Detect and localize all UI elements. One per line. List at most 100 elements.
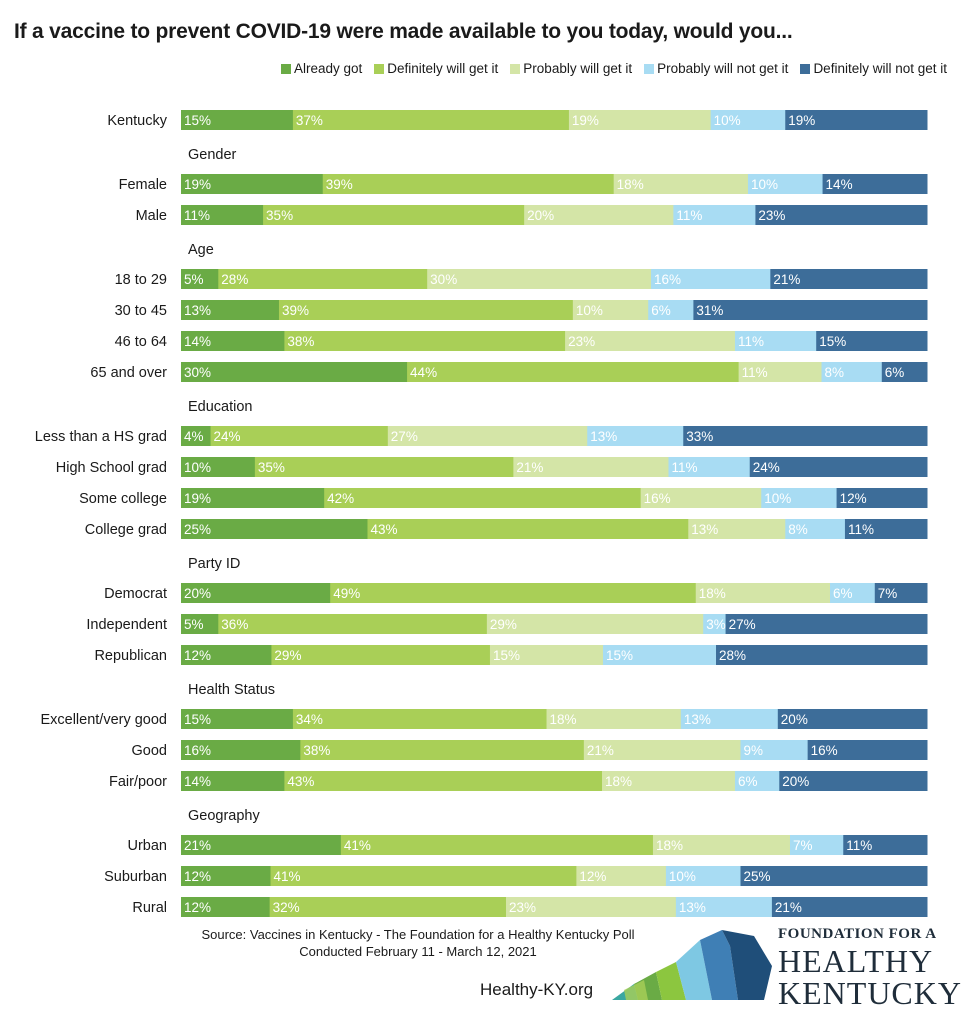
- bar-46-to-64-definitely-will-not-get-it: [816, 331, 928, 351]
- data-label-18-to-29-definitely-will-get-it: 28%: [221, 272, 248, 287]
- bar-65-and-over-definitely-will-not-get-it: [881, 362, 928, 382]
- data-label-male-definitely-will-get-it: 35%: [266, 208, 293, 223]
- bar-democrat-definitely-will-not-get-it: [874, 583, 928, 603]
- data-label-rural-probably-will-get-it: 23%: [509, 900, 536, 915]
- bar-high-school-grad-probably-will-not-get-it: [668, 457, 751, 477]
- bar-college-grad-probably-will-not-get-it: [785, 519, 846, 539]
- bar-excellent-very-good-probably-will-get-it: [546, 709, 682, 729]
- website-link[interactable]: Healthy-KY.org: [480, 980, 594, 999]
- row-label-rural: Rural: [132, 900, 167, 916]
- bar-college-grad-already-got: [181, 519, 368, 539]
- bar-male-probably-will-get-it: [524, 205, 674, 225]
- bar-urban-definitely-will-not-get-it: [843, 835, 928, 855]
- group-heading-age: Age: [188, 242, 214, 258]
- data-label-excellent-very-good-already-got: 15%: [184, 712, 211, 727]
- bar-fair-poor-probably-will-not-get-it: [734, 771, 780, 791]
- row-label-independent: Independent: [86, 617, 167, 633]
- bar-democrat-already-got: [181, 583, 331, 603]
- data-label-18-to-29-already-got: 5%: [184, 272, 204, 287]
- bar-rural-definitely-will-get-it: [269, 897, 507, 917]
- data-label-less-than-a-hs-grad-already-got: 4%: [184, 429, 204, 444]
- data-label-30-to-45-definitely-will-not-get-it: 31%: [696, 303, 723, 318]
- data-label-high-school-grad-probably-will-not-get-it: 11%: [671, 460, 697, 475]
- bar-30-to-45-definitely-will-get-it: [278, 300, 574, 320]
- data-label-democrat-probably-will-get-it: 18%: [699, 586, 726, 601]
- bar-30-to-45-probably-will-not-get-it: [648, 300, 694, 320]
- bar-democrat-definitely-will-get-it: [330, 583, 697, 603]
- data-label-less-than-a-hs-grad-probably-will-get-it: 27%: [391, 429, 418, 444]
- row-label-some-college: Some college: [79, 491, 167, 507]
- data-label-less-than-a-hs-grad-definitely-will-get-it: 24%: [214, 429, 241, 444]
- data-label-46-to-64-probably-will-not-get-it: 11%: [738, 334, 764, 349]
- data-label-urban-probably-will-not-get-it: 7%: [793, 838, 813, 853]
- bar-independent-probably-will-get-it: [486, 614, 704, 634]
- bar-democrat-probably-will-get-it: [695, 583, 831, 603]
- data-label-65-and-over-probably-will-get-it: 11%: [742, 365, 768, 380]
- data-label-30-to-45-probably-will-get-it: 10%: [576, 303, 603, 318]
- group-heading-party-id: Party ID: [188, 556, 240, 572]
- bar-college-grad-probably-will-get-it: [688, 519, 786, 539]
- bar-less-than-a-hs-grad-probably-will-not-get-it: [587, 426, 684, 446]
- data-label-high-school-grad-already-got: 10%: [184, 460, 211, 475]
- bar-good-already-got: [181, 740, 301, 760]
- data-label-46-to-64-definitely-will-not-get-it: 15%: [819, 334, 846, 349]
- data-label-high-school-grad-definitely-will-not-get-it: 24%: [753, 460, 780, 475]
- legend-swatch-definitely-will: [374, 63, 385, 74]
- legend-label-probably-not: Probably will not get it: [657, 61, 789, 76]
- data-label-female-definitely-will-not-get-it: 14%: [826, 177, 853, 192]
- bar-urban-probably-will-get-it: [652, 835, 791, 855]
- row-label-less-than-a-hs-grad: Less than a HS grad: [35, 429, 167, 445]
- data-label-rural-probably-will-not-get-it: 13%: [679, 900, 706, 915]
- row-label-democrat: Democrat: [104, 586, 167, 602]
- data-label-democrat-probably-will-not-get-it: 6%: [833, 586, 853, 601]
- data-label-independent-probably-will-not-get-it: 3%: [706, 617, 726, 632]
- data-label-excellent-very-good-probably-will-not-get-it: 13%: [684, 712, 711, 727]
- data-label-fair-poor-already-got: 14%: [184, 774, 211, 789]
- bar-18-to-29-probably-will-get-it: [427, 269, 652, 289]
- data-label-some-college-probably-will-get-it: 16%: [644, 491, 671, 506]
- data-label-college-grad-probably-will-not-get-it: 8%: [788, 522, 808, 537]
- bar-independent-probably-will-not-get-it: [703, 614, 727, 634]
- data-label-male-already-got: 11%: [184, 208, 210, 223]
- bar-some-college-probably-will-get-it: [640, 488, 762, 508]
- legend-item-probably-will: Probably will get it: [510, 61, 632, 76]
- data-label-30-to-45-already-got: 13%: [184, 303, 211, 318]
- bar-suburban-definitely-will-not-get-it: [740, 866, 928, 886]
- bar-some-college-already-got: [181, 488, 325, 508]
- bar-urban-already-got: [181, 835, 342, 855]
- foundation-logo: FOUNDATION FOR A HEALTHY KENTUCKY: [778, 926, 961, 1011]
- data-label-republican-already-got: 12%: [184, 648, 211, 663]
- row-label-college-grad: College grad: [85, 522, 167, 538]
- bar-college-grad-definitely-will-not-get-it: [844, 519, 928, 539]
- logo-line-3: KENTUCKY: [778, 975, 961, 1011]
- bar-excellent-very-good-already-got: [181, 709, 294, 729]
- data-label-kentucky-definitely-will-not-get-it: 19%: [788, 113, 815, 128]
- bar-46-to-64-definitely-will-get-it: [284, 331, 566, 351]
- bar-rural-probably-will-not-get-it: [675, 897, 773, 917]
- row-label-46-to-64: 46 to 64: [115, 334, 167, 350]
- data-label-college-grad-probably-will-get-it: 13%: [691, 522, 718, 537]
- data-label-46-to-64-probably-will-get-it: 23%: [568, 334, 595, 349]
- data-label-suburban-probably-will-not-get-it: 10%: [669, 869, 696, 884]
- data-label-excellent-very-good-definitely-will-not-get-it: 20%: [781, 712, 808, 727]
- data-label-65-and-over-probably-will-not-get-it: 8%: [825, 365, 845, 380]
- logo-line-2: HEALTHY: [778, 943, 934, 979]
- bar-46-to-64-probably-will-get-it: [565, 331, 736, 351]
- chart-title: If a vaccine to prevent COVID-19 were ma…: [14, 20, 793, 43]
- bar-30-to-45-already-got: [181, 300, 280, 320]
- bar-less-than-a-hs-grad-definitely-will-get-it: [210, 426, 389, 446]
- bar-less-than-a-hs-grad-probably-will-get-it: [387, 426, 588, 446]
- bar-rural-already-got: [181, 897, 271, 917]
- data-label-46-to-64-definitely-will-get-it: 38%: [287, 334, 314, 349]
- bar-independent-definitely-will-get-it: [218, 614, 488, 634]
- bar-good-definitely-will-get-it: [300, 740, 585, 760]
- data-label-republican-probably-will-not-get-it: 15%: [606, 648, 633, 663]
- data-label-18-to-29-probably-will-not-get-it: 16%: [654, 272, 681, 287]
- data-label-rural-already-got: 12%: [184, 900, 211, 915]
- data-label-kentucky-probably-will-get-it: 19%: [572, 113, 599, 128]
- data-label-65-and-over-already-got: 30%: [184, 365, 211, 380]
- data-label-excellent-very-good-probably-will-get-it: 18%: [550, 712, 577, 727]
- bar-good-probably-will-not-get-it: [740, 740, 809, 760]
- data-label-male-probably-will-not-get-it: 11%: [676, 208, 702, 223]
- data-label-female-probably-will-get-it: 18%: [617, 177, 644, 192]
